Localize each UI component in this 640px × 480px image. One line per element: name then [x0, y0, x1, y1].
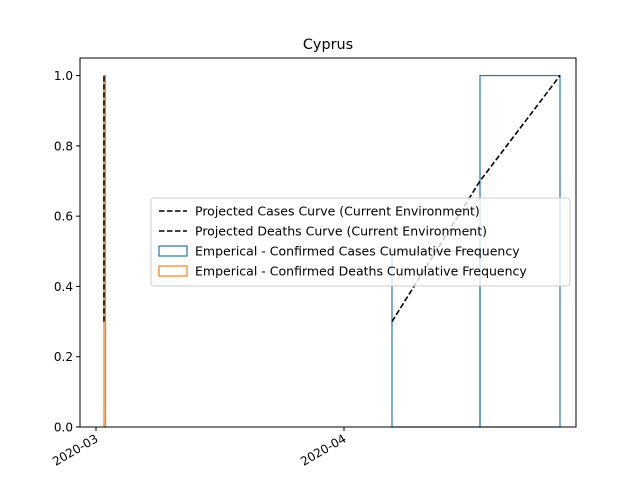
legend-label: Emperical - Confirmed Deaths Cumulative … — [195, 264, 527, 279]
y-tick-label: 1.0 — [54, 69, 73, 83]
legend-box — [150, 197, 571, 287]
legend-patch-icon — [158, 265, 188, 277]
legend-label: Projected Cases Curve (Current Environme… — [195, 204, 480, 219]
legend: Projected Cases Curve (Current Environme… — [150, 197, 571, 287]
legend-patch-icon — [158, 245, 188, 257]
chart-title: Cyprus — [303, 37, 353, 53]
legend-label: Projected Deaths Curve (Current Environm… — [195, 224, 487, 239]
axes-frame — [79, 57, 577, 428]
y-tick-label: 0.0 — [54, 421, 73, 435]
y-tick-label: 0.6 — [54, 210, 73, 224]
y-tick-label: 0.4 — [54, 280, 73, 294]
y-tick-label: 0.8 — [54, 139, 73, 153]
legend-label: Emperical - Confirmed Cases Cumulative F… — [195, 244, 520, 259]
y-tick-label: 0.2 — [54, 350, 73, 364]
